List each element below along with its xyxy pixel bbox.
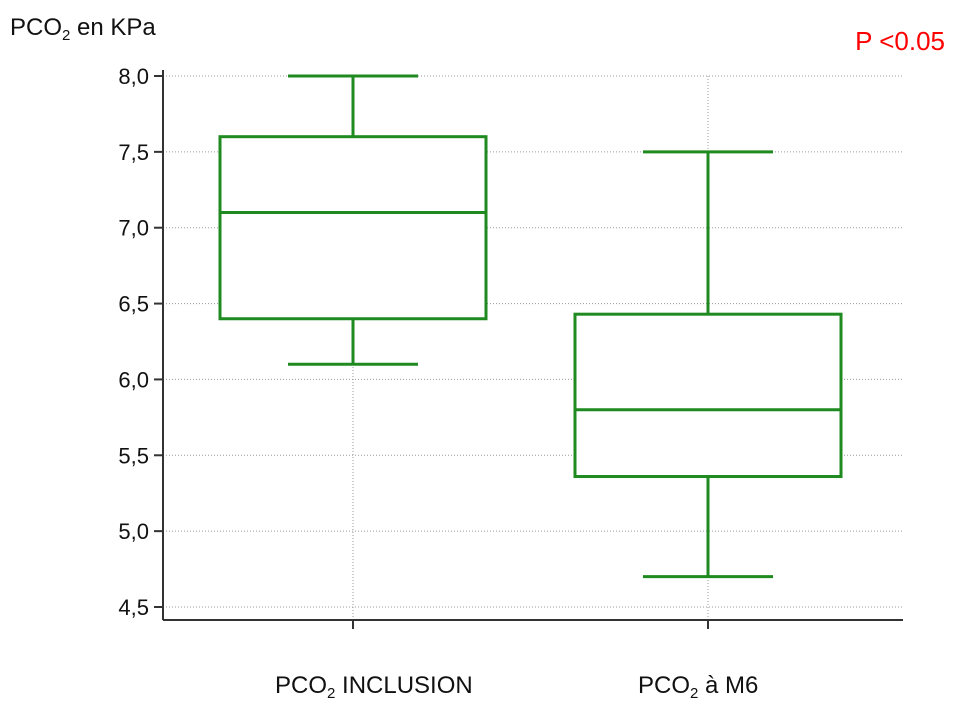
- category-label-inclusion: PCO2 INCLUSION: [275, 672, 473, 702]
- box-series: [218, 74, 843, 579]
- y-axis-title: PCO2 en KPa: [10, 14, 156, 44]
- box-1: [573, 150, 843, 579]
- y-tick-label: 6,5: [118, 292, 149, 317]
- box-0: [218, 74, 488, 366]
- p-value-annotation: P <0.05: [855, 26, 945, 56]
- y-tick-label: 8,0: [118, 64, 149, 89]
- category-label-m6: PCO2 à M6: [638, 672, 759, 702]
- y-tick-label: 6,0: [118, 367, 149, 392]
- y-tick-label: 7,5: [118, 140, 149, 165]
- y-tick-label: 7,0: [118, 216, 149, 241]
- axes: [162, 70, 903, 629]
- iqr-box: [218, 135, 488, 321]
- y-tick-label: 4,5: [118, 595, 149, 620]
- iqr-box: [573, 312, 843, 479]
- y-tick-label: 5,0: [118, 519, 149, 544]
- y-tick-label: 5,5: [118, 443, 149, 468]
- y-ticks: 8,0 7,5 7,0 6,5 6,0 5,5 5,0 4,5: [118, 64, 163, 620]
